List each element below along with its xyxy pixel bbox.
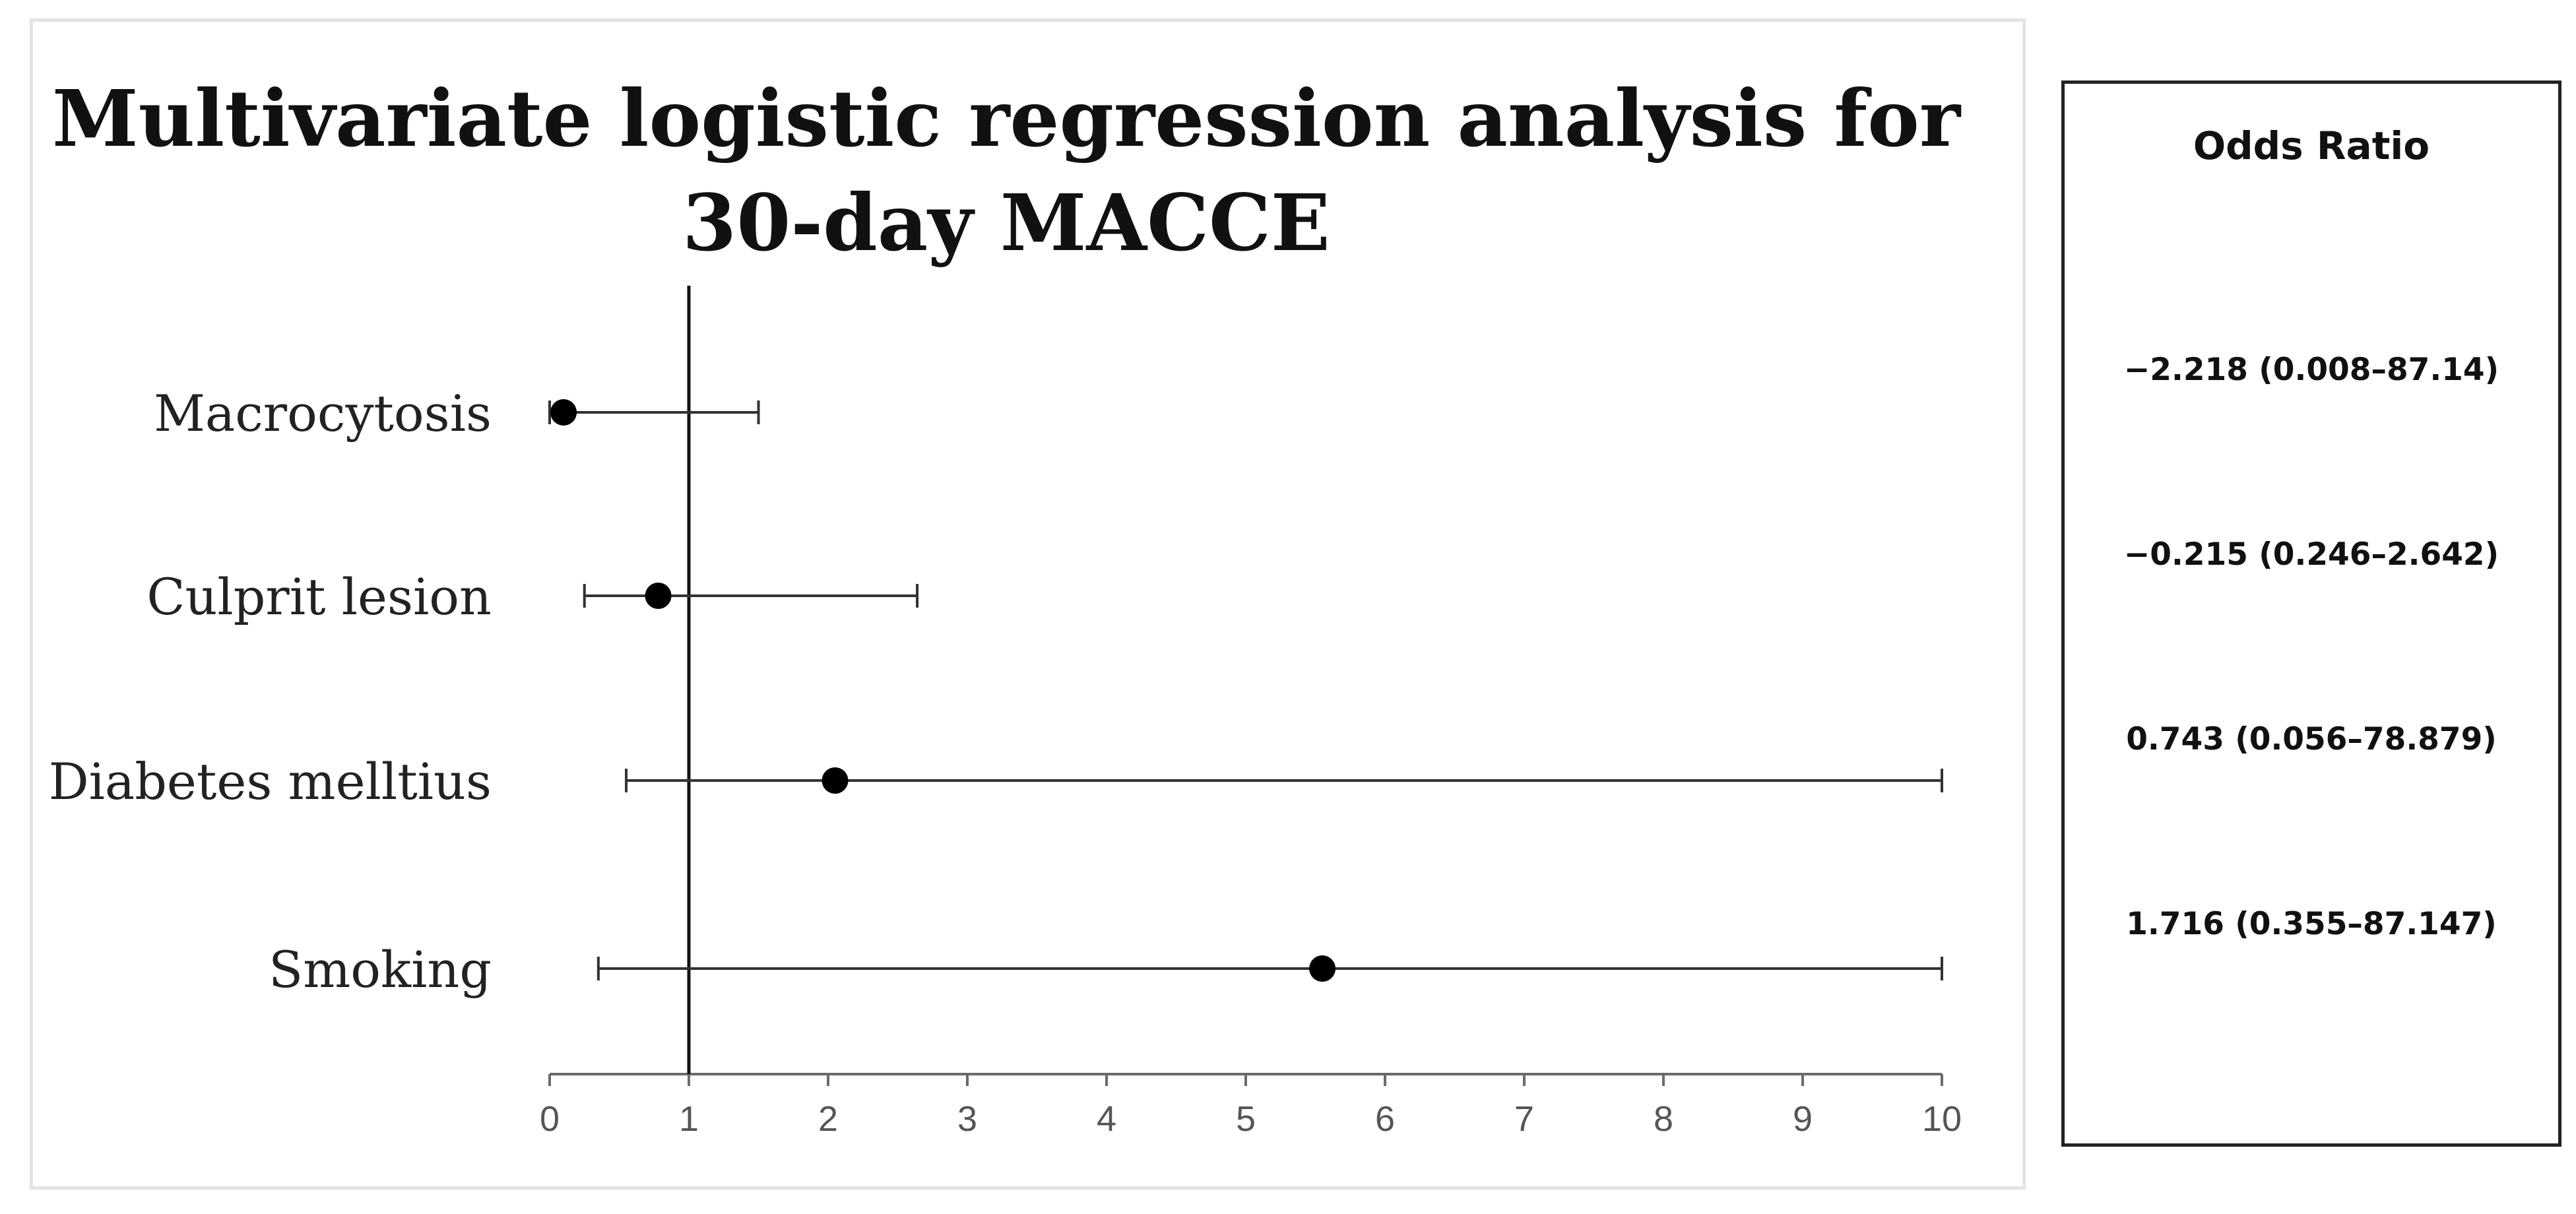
odds-ratio-header: Odds Ratio [2193,123,2430,168]
x-tick-label: 1 [679,1099,699,1139]
odds-ratio-value: −2.218 (0.008–87.14) [2123,352,2499,388]
row-label: Culprit lesion [146,567,492,626]
chart-panel: Multivariate logistic regression analysi… [30,18,2026,1190]
x-tick-label: 5 [1236,1099,1256,1139]
chart-title-line-1: Multivariate logistic regression analysi… [51,73,1961,164]
point-estimate [550,399,577,426]
point-estimate [645,583,672,609]
x-tick-label: 2 [818,1099,838,1139]
chart-title-line-2: 30-day MACCE [682,177,1330,269]
x-tick-label: 4 [1097,1099,1116,1139]
odds-ratio-value: 0.743 (0.056–78.879) [2126,721,2497,757]
x-tick-label: 9 [1793,1099,1813,1139]
row-label: Diabetes melltius [49,752,492,811]
row-label: Smoking [269,940,492,999]
forest-plot: 0 1 2 3 4 5 6 7 8 9 10 Macrocytosis Culprit lesion Di… [49,286,1962,1139]
point-estimate [1309,955,1336,982]
odds-ratio-value: 1.716 (0.355–87.147) [2126,906,2497,942]
odds-ratio-panel: Odds Ratio −2.218 (0.008–87.14) −0.215 (… [2061,80,2561,1147]
x-tick-label: 10 [1922,1099,1962,1139]
odds-ratio-value: −0.215 (0.246–2.642) [2123,536,2499,573]
chart-title: Multivariate logistic regression analysi… [33,67,1980,275]
x-tick-label: 3 [957,1099,977,1139]
x-tick-label: 8 [1654,1099,1673,1139]
x-tick-label: 6 [1375,1099,1395,1139]
x-tick-label: 0 [540,1099,560,1139]
x-tick-label: 7 [1514,1099,1534,1139]
point-estimate [821,767,849,794]
row-label: Macrocytosis [154,384,492,443]
